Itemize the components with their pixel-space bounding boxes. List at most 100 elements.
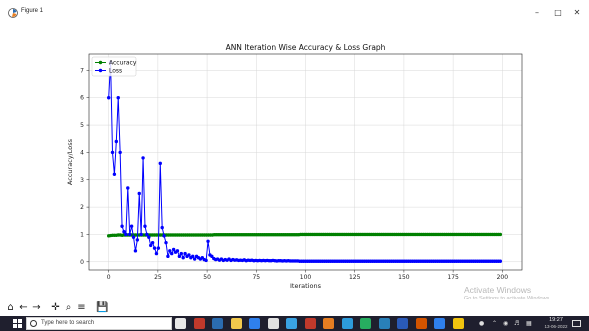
data-point [181, 256, 185, 260]
data-point [179, 251, 183, 256]
data-point [128, 232, 132, 237]
zoom-icon[interactable]: ⌕ [65, 302, 72, 313]
taskbar-search-box[interactable]: Type here to search [26, 317, 172, 330]
figure-canvas[interactable]: 0 25 50 75 100 125 150 175 200 0 1 2 3 4 5 6 7 ANN Itera… [0, 28, 589, 299]
window-titlebar[interactable]: Figure 1 – □ ✕ [0, 0, 589, 28]
save-icon[interactable]: 💾 [96, 302, 109, 313]
forward-icon[interactable]: → [32, 302, 41, 313]
windows-taskbar: Type here to search ● ⌃ ◉ ♬ ▦ 19:27 13-0… [0, 316, 589, 331]
pan-icon[interactable]: ✛ [51, 302, 60, 313]
data-point [206, 239, 210, 243]
maximize-button[interactable]: □ [554, 8, 562, 17]
y-tick-label: 7 [80, 67, 84, 74]
data-point [112, 172, 117, 176]
clock-date[interactable]: 13-06-2022 [544, 324, 568, 329]
data-point [166, 254, 170, 259]
data-point [143, 224, 147, 228]
people-icon[interactable]: ● [479, 320, 485, 327]
window-title: Figure 1 [21, 8, 44, 14]
chart-title: ANN Iteration Wise Accuracy & Loss Graph [226, 43, 386, 52]
data-point [152, 246, 157, 250]
x-tick-label: 150 [398, 274, 410, 281]
taskbar-app-icon[interactable] [452, 318, 464, 329]
windows-start-icon[interactable] [13, 319, 22, 328]
matplotlib-app-icon [8, 8, 18, 18]
back-icon[interactable]: ← [19, 302, 28, 313]
taskbar-app-icon[interactable] [230, 318, 242, 329]
series-accuracy [106, 232, 503, 238]
data-point [114, 139, 119, 144]
y-tick-label: 2 [80, 204, 84, 211]
x-tick-label: 200 [497, 274, 509, 281]
data-point [149, 243, 153, 248]
minimize-button[interactable]: – [535, 8, 539, 17]
data-point [191, 254, 195, 259]
legend-label: Accuracy [109, 60, 137, 67]
data-point [158, 161, 162, 166]
data-point [116, 96, 120, 100]
taskbar-app-icon[interactable] [193, 318, 205, 329]
data-point [154, 251, 159, 256]
configure-subplots-icon[interactable]: ≡ [77, 302, 86, 313]
x-tick-label: 25 [154, 274, 162, 281]
chart: 0 25 50 75 100 125 150 175 200 0 1 2 3 4 5 6 7 ANN Itera… [66, 43, 523, 290]
data-point [210, 254, 214, 259]
x-tick-label: 125 [349, 274, 361, 281]
data-point [110, 150, 115, 155]
series-loss [106, 60, 503, 263]
notification-icon[interactable] [572, 320, 581, 327]
x-tick-label: 100 [300, 274, 312, 281]
network-icon[interactable]: ◉ [503, 320, 509, 327]
taskbar-app-icon[interactable] [378, 318, 390, 329]
data-point [187, 253, 191, 257]
x-tick-label: 175 [447, 274, 459, 281]
search-icon [30, 320, 37, 327]
taskbar-app-icon[interactable] [323, 318, 334, 329]
volume-icon[interactable]: ♬ [514, 320, 520, 327]
home-icon[interactable]: ⌂ [7, 302, 14, 313]
y-tick-label: 1 [80, 231, 84, 238]
legend-label: Loss [109, 68, 122, 75]
x-tick-label: 0 [107, 274, 111, 281]
data-point [183, 251, 187, 256]
taskbar-app-icon[interactable] [341, 318, 353, 329]
navigation-toolbar: ⌂ ← → ✛ ⌕ ≡ 💾 [0, 299, 589, 316]
series-line [108, 62, 501, 262]
taskbar-app-icon[interactable] [267, 318, 279, 329]
data-point [145, 232, 149, 237]
taskbar-app-icon[interactable] [249, 318, 260, 329]
data-point [135, 238, 140, 242]
legend-marker [98, 68, 103, 73]
x-tick-label: 75 [252, 274, 260, 281]
taskbar-app-icon[interactable] [397, 318, 408, 329]
y-tick-label: 0 [80, 259, 84, 266]
taskbar-app-icon[interactable] [212, 318, 223, 329]
language-icon[interactable]: ▦ [526, 320, 532, 327]
y-axis-label: Accuracy/Loss [66, 138, 74, 185]
data-point [126, 186, 130, 190]
x-tick-label: 50 [203, 274, 211, 281]
data-point [118, 150, 122, 155]
data-point [192, 257, 197, 261]
clock-time[interactable]: 19:27 [549, 317, 563, 323]
search-placeholder: Type here to search [41, 320, 95, 326]
x-axis-label: Iterations [290, 282, 322, 290]
legend-marker [98, 60, 103, 65]
taskbar-app-icon[interactable] [434, 318, 445, 329]
taskbar-app-icon[interactable] [175, 318, 186, 329]
data-point [137, 191, 141, 196]
taskbar-app-icon[interactable] [286, 318, 297, 329]
data-point [498, 232, 503, 237]
data-point [168, 249, 172, 253]
y-tick-label: 6 [80, 95, 84, 102]
taskbar-app-icon[interactable] [304, 318, 316, 329]
taskbar-app-icon[interactable] [360, 318, 371, 329]
y-tick-label: 4 [80, 149, 84, 156]
data-point [131, 235, 136, 239]
data-point [120, 224, 124, 228]
show-hidden-icons-icon[interactable]: ⌃ [492, 320, 498, 327]
taskbar-app-icon[interactable] [415, 318, 427, 329]
data-point [122, 230, 126, 234]
close-button[interactable]: ✕ [573, 8, 581, 17]
